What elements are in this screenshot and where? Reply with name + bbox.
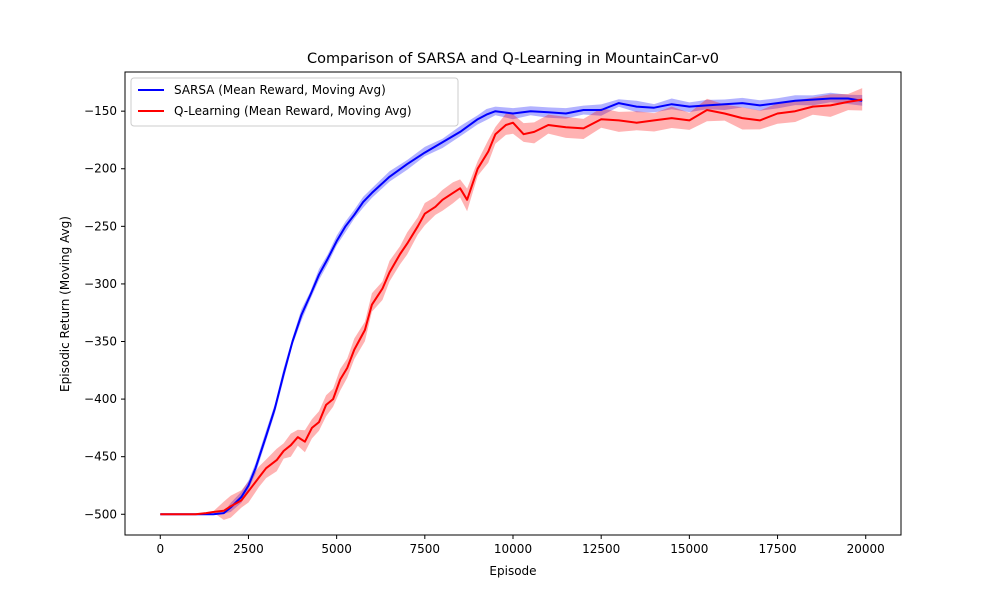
chart-title: Comparison of SARSA and Q-Learning in Mo…: [307, 51, 719, 67]
y-tick-label: −300: [84, 277, 117, 291]
y-tick-label: −200: [84, 162, 117, 176]
y-tick-label: −400: [84, 392, 117, 406]
y-tick-label: −500: [84, 507, 117, 521]
legend-label-sarsa: SARSA (Mean Reward, Moving Avg): [174, 83, 386, 97]
y-axis-ticks: −500 −450 −400 −350 −300 −250 −200 −150: [84, 104, 125, 521]
x-tick-label: 12500: [582, 542, 620, 556]
legend-label-q-learning: Q-Learning (Mean Reward, Moving Avg): [174, 104, 412, 118]
legend: SARSA (Mean Reward, Moving Avg) Q-Learni…: [130, 77, 459, 127]
line-series-1: [160, 98, 863, 516]
x-tick-label: 7500: [410, 542, 441, 556]
y-tick-label: −150: [84, 104, 117, 118]
y-axis-label: Episodic Return (Moving Avg): [58, 216, 72, 392]
x-axis-ticks: 0 2500 5000 7500 10000 12500 15000 17500 20000: [156, 535, 885, 556]
x-tick-label: 5000: [321, 542, 352, 556]
x-tick-label: 10000: [494, 542, 532, 556]
legend-box: [130, 77, 459, 127]
y-tick-label: −450: [84, 450, 117, 464]
x-axis-label: Episode: [489, 564, 536, 578]
x-tick-label: 0: [156, 542, 164, 556]
line-series-0: [160, 97, 863, 516]
x-tick-label: 17500: [758, 542, 796, 556]
x-tick-label: 15000: [670, 542, 708, 556]
x-tick-label: 2500: [233, 542, 264, 556]
y-tick-label: −250: [84, 219, 117, 233]
series-lines: [160, 97, 863, 516]
y-tick-label: −350: [84, 335, 117, 349]
x-tick-label: 20000: [847, 542, 885, 556]
